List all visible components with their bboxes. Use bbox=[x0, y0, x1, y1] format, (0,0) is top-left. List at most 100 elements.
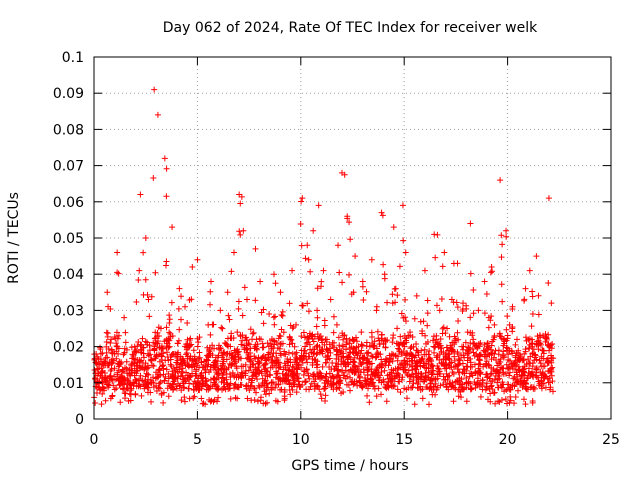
data-point bbox=[239, 370, 246, 377]
data-point bbox=[522, 334, 529, 341]
data-point bbox=[261, 388, 268, 395]
data-point bbox=[492, 357, 499, 364]
data-point bbox=[384, 337, 391, 344]
data-point bbox=[336, 347, 343, 354]
data-point bbox=[299, 381, 306, 388]
data-point bbox=[402, 249, 409, 256]
data-point bbox=[271, 321, 278, 328]
data-point bbox=[331, 365, 338, 372]
data-point bbox=[219, 352, 226, 359]
data-point bbox=[172, 367, 179, 374]
data-point bbox=[144, 362, 151, 369]
data-point bbox=[378, 391, 385, 398]
data-point bbox=[550, 388, 557, 395]
data-point bbox=[154, 111, 161, 118]
data-point bbox=[398, 310, 405, 317]
x-axis-label: GPS time / hours bbox=[291, 458, 408, 474]
data-point bbox=[203, 386, 210, 393]
data-point bbox=[450, 398, 457, 405]
data-point bbox=[291, 343, 298, 350]
data-point bbox=[394, 386, 401, 393]
data-point bbox=[400, 237, 407, 244]
data-point bbox=[455, 318, 462, 325]
data-point bbox=[506, 357, 513, 364]
data-point bbox=[394, 325, 401, 332]
data-point bbox=[548, 300, 555, 307]
data-point bbox=[289, 325, 296, 332]
data-point bbox=[529, 343, 536, 350]
data-point bbox=[528, 323, 535, 330]
data-point bbox=[499, 241, 506, 248]
y-tick-label: 0.1 bbox=[62, 50, 84, 66]
data-point bbox=[281, 360, 288, 367]
data-point bbox=[545, 279, 552, 286]
y-tick-label: 0.03 bbox=[53, 303, 84, 319]
data-point bbox=[333, 360, 340, 367]
data-point bbox=[419, 355, 426, 362]
data-point bbox=[438, 295, 445, 302]
data-point bbox=[314, 285, 321, 292]
data-point bbox=[342, 367, 349, 374]
data-point bbox=[439, 263, 446, 270]
data-point bbox=[470, 310, 477, 317]
data-point bbox=[469, 346, 476, 353]
data-point bbox=[229, 369, 236, 376]
data-point bbox=[145, 384, 152, 391]
y-tick-label: 0 bbox=[75, 412, 84, 428]
data-point bbox=[168, 299, 175, 306]
data-point bbox=[121, 374, 128, 381]
data-point bbox=[311, 356, 318, 363]
data-point bbox=[336, 269, 343, 276]
data-point bbox=[151, 86, 158, 93]
data-point bbox=[314, 383, 321, 390]
data-point bbox=[142, 338, 149, 345]
data-point bbox=[289, 340, 296, 347]
data-point bbox=[411, 401, 418, 408]
data-point bbox=[433, 302, 440, 309]
data-point bbox=[534, 374, 541, 381]
data-point bbox=[234, 329, 241, 336]
data-point bbox=[112, 376, 119, 383]
data-point bbox=[175, 337, 182, 344]
data-point bbox=[121, 314, 128, 321]
data-point bbox=[409, 384, 416, 391]
data-point bbox=[297, 220, 304, 227]
data-point bbox=[293, 359, 300, 366]
data-point bbox=[454, 304, 461, 311]
data-point bbox=[136, 358, 143, 365]
data-point bbox=[384, 299, 391, 306]
data-point bbox=[347, 374, 354, 381]
data-point bbox=[209, 321, 216, 328]
data-point bbox=[224, 289, 231, 296]
data-point bbox=[381, 275, 388, 282]
data-point bbox=[137, 383, 144, 390]
data-point bbox=[162, 262, 169, 269]
data-point bbox=[302, 343, 309, 350]
data-point bbox=[431, 383, 438, 390]
data-point bbox=[208, 278, 215, 285]
data-point bbox=[506, 369, 513, 376]
data-point bbox=[495, 398, 502, 405]
data-point bbox=[419, 386, 426, 393]
data-point bbox=[282, 351, 289, 358]
data-point bbox=[543, 357, 550, 364]
data-point bbox=[492, 367, 499, 374]
data-point bbox=[313, 361, 320, 368]
data-point bbox=[215, 386, 222, 393]
data-point bbox=[496, 330, 503, 337]
data-point bbox=[477, 339, 484, 346]
data-point bbox=[424, 297, 431, 304]
data-point bbox=[110, 382, 117, 389]
data-point bbox=[339, 279, 346, 286]
data-point bbox=[235, 348, 242, 355]
data-point bbox=[252, 355, 259, 362]
data-point bbox=[431, 349, 438, 356]
data-point bbox=[378, 209, 385, 216]
data-point bbox=[134, 343, 141, 350]
data-point bbox=[154, 340, 161, 347]
data-point bbox=[491, 321, 498, 328]
data-point bbox=[266, 311, 273, 318]
data-point bbox=[175, 305, 182, 312]
data-point bbox=[146, 313, 153, 320]
data-point bbox=[488, 342, 495, 349]
